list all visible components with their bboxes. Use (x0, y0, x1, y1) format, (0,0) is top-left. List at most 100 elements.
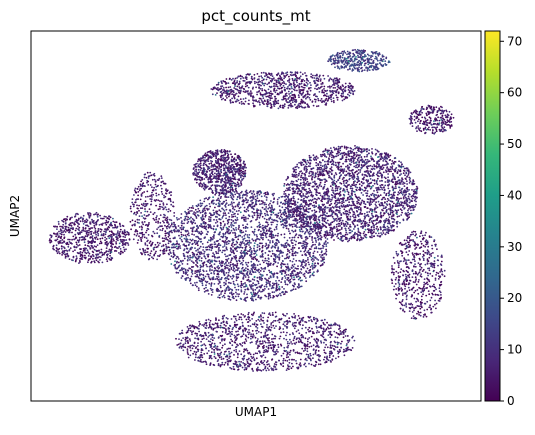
data-point (307, 161, 310, 164)
data-point (350, 196, 353, 199)
data-point (402, 165, 405, 168)
data-point (329, 200, 332, 203)
data-point (297, 242, 300, 245)
data-point (400, 214, 403, 216)
data-point (237, 228, 240, 230)
data-point (288, 279, 290, 282)
data-point (298, 173, 300, 175)
data-point (300, 170, 303, 173)
data-point (179, 227, 182, 229)
data-point (195, 204, 198, 207)
data-point (226, 231, 229, 234)
data-point (269, 296, 272, 299)
data-point (321, 219, 324, 222)
data-point (308, 156, 311, 159)
data-point (293, 270, 296, 272)
data-point (244, 199, 247, 202)
data-point (291, 208, 294, 211)
data-point (334, 218, 336, 221)
data-point (388, 203, 391, 206)
data-point (270, 276, 272, 279)
data-point (241, 263, 244, 266)
data-point (227, 212, 230, 215)
data-point (401, 211, 403, 214)
data-point (335, 223, 338, 226)
data-point (210, 283, 213, 286)
data-point (345, 229, 347, 232)
data-point (386, 184, 389, 187)
data-point (376, 174, 379, 177)
data-point (402, 191, 405, 194)
data-point (264, 288, 266, 290)
data-point (217, 252, 220, 255)
data-point (180, 235, 183, 238)
data-point (388, 208, 390, 210)
data-point (321, 222, 324, 225)
data-point (401, 177, 403, 180)
data-point (366, 154, 369, 156)
data-point (326, 234, 329, 237)
data-point (261, 277, 263, 280)
data-point (365, 148, 368, 151)
data-point (293, 215, 296, 218)
data-point (405, 199, 408, 201)
data-point (227, 281, 230, 284)
data-point (370, 212, 373, 215)
data-point (412, 209, 415, 212)
data-point (362, 194, 364, 196)
data-point (291, 203, 294, 206)
data-point (400, 203, 402, 206)
data-point (227, 204, 230, 207)
data-point (298, 206, 300, 208)
data-point (278, 205, 281, 208)
data-point (341, 219, 344, 222)
data-point (216, 224, 219, 227)
data-point (401, 163, 403, 166)
data-point (187, 257, 190, 259)
data-point (244, 298, 246, 300)
data-point (255, 211, 258, 214)
data-point (252, 271, 255, 273)
data-point (339, 174, 342, 177)
data-point (312, 266, 314, 269)
data-point (326, 212, 328, 215)
data-point (227, 242, 230, 245)
data-point (342, 171, 345, 174)
data-point (374, 197, 377, 200)
data-point (292, 288, 295, 291)
data-point (305, 182, 308, 185)
data-point (339, 146, 342, 148)
data-point (313, 264, 316, 266)
data-point (225, 264, 228, 267)
data-point (261, 268, 263, 270)
data-point (251, 278, 254, 281)
data-point (239, 211, 242, 214)
data-point (279, 292, 281, 295)
data-point (167, 242, 170, 245)
data-point (202, 249, 205, 251)
data-point (330, 172, 333, 175)
data-point (284, 244, 286, 247)
data-point (340, 182, 343, 185)
data-point (303, 272, 306, 275)
data-point (396, 201, 399, 204)
data-point (175, 271, 178, 274)
data-point (203, 198, 206, 200)
data-point (196, 275, 199, 277)
data-point (397, 169, 400, 171)
data-point (352, 154, 355, 157)
data-point (375, 227, 378, 230)
data-point (329, 167, 332, 170)
data-point (195, 228, 198, 231)
data-point (308, 216, 310, 219)
data-point (178, 229, 181, 232)
data-point (359, 186, 361, 189)
data-point (230, 221, 233, 224)
data-point (218, 281, 221, 284)
data-point (237, 288, 240, 291)
data-point (238, 209, 240, 212)
data-point (278, 254, 280, 256)
data-point (283, 233, 286, 236)
data-point (275, 239, 278, 241)
data-point (330, 194, 333, 196)
